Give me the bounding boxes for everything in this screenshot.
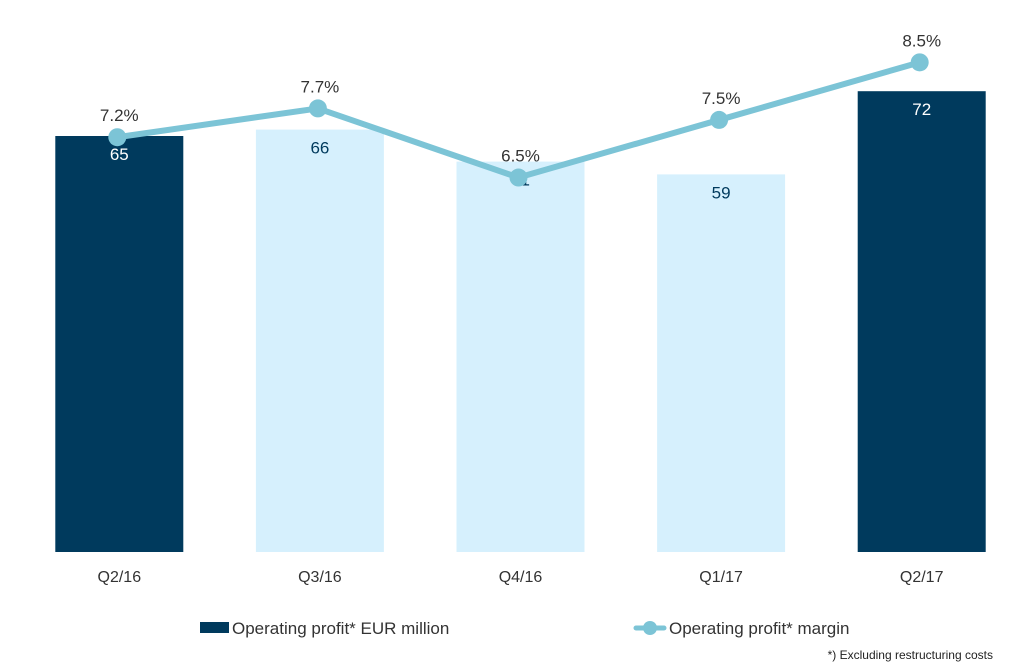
bar-value-label: 66	[310, 139, 329, 158]
legend: Operating profit* EUR million Operating …	[200, 619, 849, 638]
legend-swatch-marker	[643, 621, 657, 635]
margin-value-label: 7.7%	[301, 77, 340, 96]
legend-swatch-bar	[200, 622, 229, 633]
margin-value-label: 7.2%	[100, 106, 139, 125]
margin-value-label: 6.5%	[501, 147, 540, 166]
x-tick-label: Q2/17	[900, 569, 944, 586]
x-tick-label: Q1/17	[699, 569, 743, 586]
margin-value-labels: 7.2% 7.7% 6.5% 7.5% 8.5%	[100, 31, 941, 165]
bar-Q2-16	[55, 136, 184, 552]
bar-Q1-17	[657, 174, 786, 552]
margin-point	[710, 110, 729, 129]
bar-Q2-17	[857, 91, 986, 552]
x-tick-label: Q2/16	[98, 569, 142, 586]
x-axis-tick-labels: Q2/16 Q3/16 Q4/16 Q1/17 Q2/17	[98, 569, 944, 586]
bar-value-label: 72	[912, 100, 931, 119]
legend-label-line: Operating profit* margin	[669, 619, 849, 638]
margin-value-label: 8.5%	[902, 31, 941, 50]
bar-Q3-16	[255, 129, 384, 552]
margin-value-label: 7.5%	[702, 89, 741, 108]
margin-point	[308, 99, 327, 118]
x-tick-label: Q4/16	[499, 569, 543, 586]
bar-value-labels: 6566615972	[110, 100, 931, 202]
bar-series	[55, 91, 986, 552]
bar-value-label: 59	[712, 183, 731, 202]
margin-point	[108, 128, 127, 147]
footnote: *) Excluding restructuring costs	[827, 648, 993, 662]
margin-series	[108, 53, 929, 187]
margin-point	[910, 53, 929, 72]
bar-value-label: 65	[110, 145, 129, 164]
margin-point	[509, 168, 528, 187]
bar-Q4-16	[456, 161, 585, 552]
x-tick-label: Q3/16	[298, 569, 342, 586]
legend-label-bar: Operating profit* EUR million	[232, 619, 449, 638]
